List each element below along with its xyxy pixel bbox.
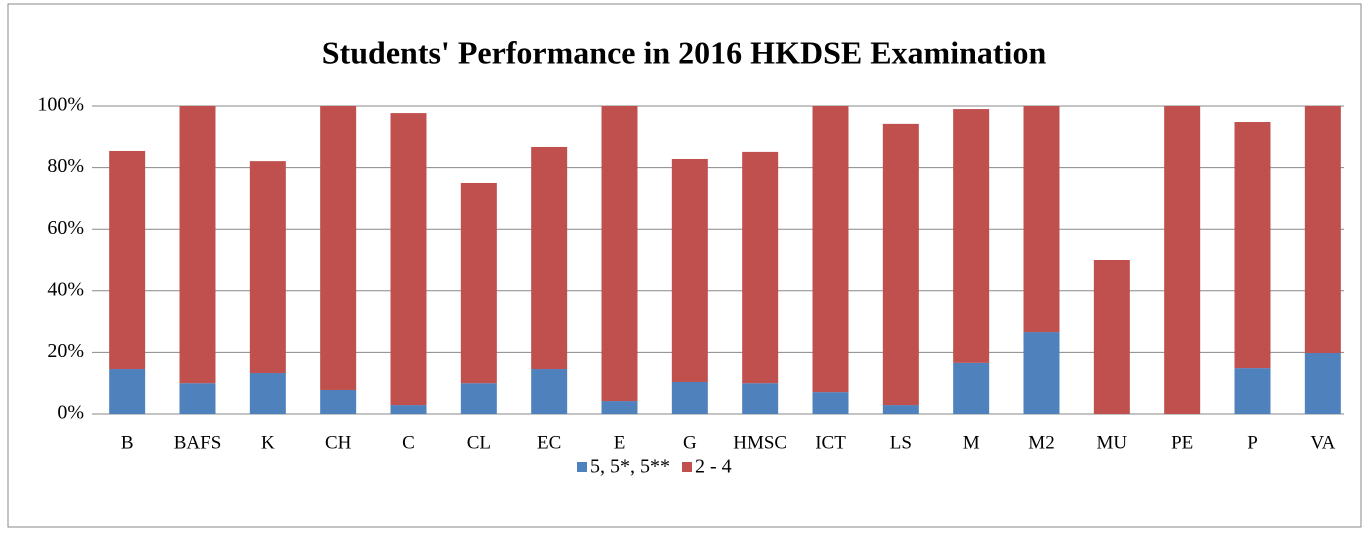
bar-segment: [882, 123, 919, 406]
y-tick-label: 0%: [57, 402, 84, 424]
bar-segment: [460, 183, 497, 384]
x-tick-label: ICT: [815, 432, 846, 453]
bar-segment: [179, 383, 216, 414]
y-tick-label: 100%: [37, 94, 84, 116]
bar-segment: [109, 369, 146, 414]
x-tick-label: EC: [537, 432, 561, 453]
y-tick-label: 20%: [47, 340, 84, 362]
bar-segment: [1023, 332, 1060, 414]
chart-title: Students' Performance in 2016 HKDSE Exam…: [322, 34, 1047, 70]
bar-segment: [742, 383, 779, 414]
bar-segment: [320, 106, 357, 390]
x-tick-label: CH: [325, 432, 352, 453]
x-tick-label: M2: [1028, 432, 1054, 453]
bar-segment: [249, 161, 286, 374]
y-tick-label: 80%: [47, 155, 84, 177]
bar-segment: [531, 369, 568, 414]
bar-segment: [1023, 106, 1060, 333]
x-tick-label: E: [614, 432, 626, 453]
bar-segment: [320, 389, 357, 414]
x-tick-label: G: [683, 432, 697, 453]
bar-segment: [1093, 260, 1130, 414]
bar-segment: [531, 146, 568, 370]
y-tick-label: 40%: [47, 278, 84, 300]
bar-segment: [953, 109, 990, 363]
x-tick-label: LS: [890, 432, 912, 453]
x-tick-label: VA: [1310, 432, 1335, 453]
legend-swatch: [682, 462, 692, 472]
bar-segment: [601, 106, 638, 402]
bar-segment: [1304, 106, 1341, 354]
x-tick-label: HMSC: [733, 432, 787, 453]
x-tick-label: MU: [1097, 432, 1128, 453]
bar-segment: [953, 362, 990, 414]
x-tick-label: P: [1247, 432, 1258, 453]
x-tick-label: C: [402, 432, 415, 453]
bar-segment: [601, 401, 638, 414]
bar-segment: [1234, 368, 1271, 414]
legend-label: 2 - 4: [695, 456, 732, 478]
bar-segment: [1164, 106, 1201, 414]
x-tick-label: K: [261, 432, 275, 453]
bar-segment: [249, 373, 286, 414]
bar-segment: [812, 106, 849, 393]
bar-segment: [671, 158, 708, 382]
x-tick-label: BAFS: [174, 432, 222, 453]
legend-label: 5, 5*, 5**: [590, 456, 670, 478]
bar-segment: [882, 405, 919, 414]
bar-segment: [390, 113, 427, 406]
x-tick-label: B: [121, 432, 134, 453]
bar-segment: [812, 392, 849, 414]
bar-segment: [671, 381, 708, 414]
bar-segment: [742, 151, 779, 384]
bar-segment: [460, 383, 497, 414]
x-tick-label: PE: [1171, 432, 1193, 453]
x-tick-label: CL: [467, 432, 491, 453]
bar-segment: [1304, 353, 1341, 414]
legend-swatch: [577, 462, 587, 472]
bar-segment: [1234, 122, 1271, 369]
bar-segment: [109, 150, 146, 370]
bar-segment: [179, 106, 216, 384]
y-tick-label: 60%: [47, 217, 84, 239]
bar-segment: [390, 405, 427, 414]
x-tick-label: M: [963, 432, 980, 453]
